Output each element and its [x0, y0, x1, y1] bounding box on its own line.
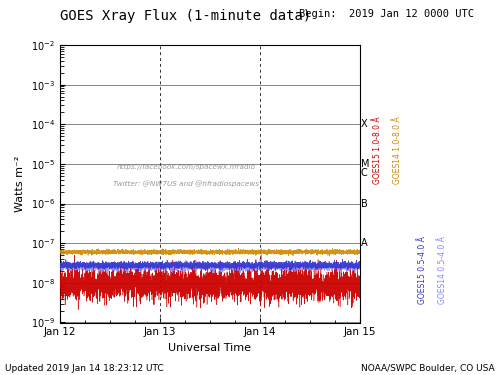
X-axis label: Universal Time: Universal Time [168, 343, 252, 353]
Text: X: X [360, 119, 367, 129]
Text: GOES Xray Flux (1-minute data): GOES Xray Flux (1-minute data) [60, 9, 311, 23]
Text: Updated 2019 Jan 14 18:23:12 UTC: Updated 2019 Jan 14 18:23:12 UTC [5, 364, 164, 373]
Text: GOES15 0.5-4.0 Å: GOES15 0.5-4.0 Å [418, 236, 427, 304]
Text: A: A [360, 238, 367, 248]
Text: C: C [360, 168, 368, 178]
Text: GOES15 1.0-8.0 Å: GOES15 1.0-8.0 Å [373, 116, 382, 184]
Text: Begin:  2019 Jan 12 0000 UTC: Begin: 2019 Jan 12 0000 UTC [299, 9, 474, 19]
Text: Twitter: @NW7US and @hfradiospacews: Twitter: @NW7US and @hfradiospacews [113, 180, 259, 187]
Text: B: B [360, 199, 368, 208]
Text: GOES14 0.5-4.0 Å: GOES14 0.5-4.0 Å [438, 236, 447, 304]
Text: https://facebook.com/spacewx.hfradio: https://facebook.com/spacewx.hfradio [116, 164, 256, 170]
Y-axis label: Watts m⁻²: Watts m⁻² [16, 156, 26, 212]
Text: NOAA/SWPC Boulder, CO USA: NOAA/SWPC Boulder, CO USA [362, 364, 495, 373]
Text: GOES14 1.0-8.0 Å: GOES14 1.0-8.0 Å [393, 116, 402, 184]
Text: M: M [360, 159, 369, 169]
